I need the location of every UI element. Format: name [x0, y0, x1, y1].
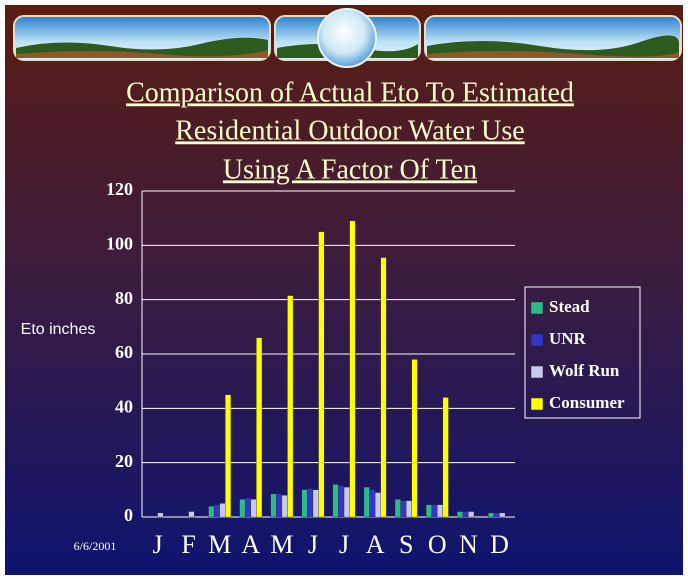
- x-tick-label: D: [490, 530, 509, 559]
- bar: [426, 505, 432, 517]
- bar: [307, 488, 313, 517]
- x-tick-label: S: [399, 530, 413, 559]
- x-tick-label: J: [308, 530, 318, 559]
- y-tick-label: 60: [115, 342, 133, 362]
- bar: [271, 494, 277, 517]
- legend-swatch: [531, 302, 543, 314]
- bar: [494, 513, 500, 517]
- y-tick-label: 100: [106, 233, 133, 253]
- title-line: Residential Outdoor Water Use: [175, 115, 524, 146]
- bar: [401, 501, 407, 517]
- legend-label: UNR: [549, 329, 587, 348]
- bar: [457, 512, 463, 517]
- slide: Comparison of Actual Eto To Estimated Re…: [0, 0, 688, 579]
- y-tick-label: 120: [106, 179, 133, 199]
- legend-label: Stead: [549, 297, 590, 316]
- bar: [240, 499, 246, 517]
- bar: [220, 503, 226, 517]
- bar: [319, 232, 325, 517]
- bar: [189, 512, 195, 517]
- header-banner: [14, 9, 681, 67]
- bar: [313, 490, 319, 517]
- title-line: Comparison of Actual Eto To Estimated: [126, 77, 574, 108]
- x-tick-label: M: [208, 530, 231, 559]
- bar: [370, 490, 376, 517]
- bar: [406, 501, 412, 517]
- legend-swatch: [531, 334, 543, 346]
- title-line: Using A Factor Of Ten: [223, 154, 477, 185]
- bar: [209, 506, 215, 517]
- x-tick-label: F: [181, 530, 195, 559]
- x-tick-label: A: [366, 530, 385, 559]
- y-tick-label: 20: [115, 451, 133, 471]
- bar: [287, 296, 293, 517]
- y-tick-label: 40: [115, 396, 133, 416]
- y-axis-label: Eto inches: [21, 321, 96, 338]
- bar: [225, 395, 231, 517]
- x-tick-label: M: [270, 530, 293, 559]
- bar: [381, 258, 387, 517]
- x-tick-label: N: [459, 530, 478, 559]
- bar: [282, 495, 288, 517]
- bar: [463, 512, 469, 517]
- bar: [214, 505, 220, 517]
- bar: [338, 486, 344, 517]
- bar: [395, 499, 401, 517]
- x-tick-label: O: [428, 530, 447, 559]
- legend-swatch: [531, 398, 543, 410]
- bar: [375, 493, 381, 517]
- bar: [412, 359, 418, 517]
- legend-label: Consumer: [549, 393, 625, 412]
- x-tick-label: J: [339, 530, 349, 559]
- bar: [333, 484, 339, 517]
- bar: [251, 499, 257, 517]
- date: 6/6/2001: [74, 539, 117, 553]
- bar: [468, 512, 474, 517]
- bar: [488, 513, 494, 517]
- x-tick-label: J: [152, 530, 162, 559]
- bar: [364, 487, 370, 517]
- legend-swatch: [531, 366, 543, 378]
- bar: [276, 494, 282, 517]
- bar: [499, 513, 505, 517]
- bar: [158, 513, 164, 517]
- y-tick-label: 0: [124, 505, 133, 525]
- bar: [256, 338, 262, 517]
- bar: [350, 221, 356, 517]
- y-tick-label: 80: [115, 288, 133, 308]
- bar: [437, 505, 443, 517]
- bar: [302, 490, 308, 517]
- x-tick-label: A: [241, 530, 260, 559]
- bar: [245, 498, 251, 517]
- legend-label: Wolf Run: [549, 361, 620, 380]
- bar: [432, 505, 438, 517]
- bar: [443, 397, 449, 517]
- bar: [344, 487, 350, 517]
